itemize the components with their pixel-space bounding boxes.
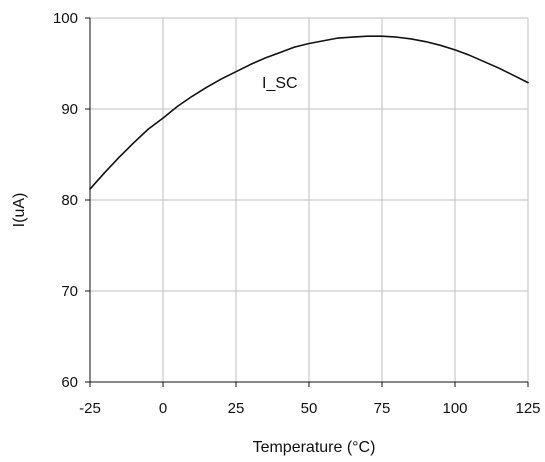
- y-tick-label: 90: [61, 101, 78, 118]
- y-axis-title: I(uA): [11, 193, 28, 228]
- x-tick-label: 100: [442, 400, 467, 417]
- y-tick-label: 80: [61, 192, 78, 209]
- series-layer: [89, 35, 529, 190]
- x-axis-title: Temperature (°C): [253, 439, 376, 456]
- y-tick-label: 60: [61, 374, 78, 391]
- x-tick-label: 0: [159, 400, 167, 417]
- x-tick-label: 25: [228, 400, 245, 417]
- series-annotation-label: I_SC: [262, 75, 298, 92]
- y-tick-label: 70: [61, 283, 78, 300]
- grid-layer: [89, 17, 529, 383]
- x-tick-label: -25: [79, 400, 101, 417]
- x-tick-label: 125: [515, 400, 540, 417]
- series-line: [89, 35, 529, 190]
- x-tick-label: 50: [301, 400, 318, 417]
- annotation-layer: I_SC: [262, 75, 298, 92]
- y-tick-label: 100: [53, 10, 78, 27]
- x-tick-label: 75: [374, 400, 391, 417]
- axis-layer: 60 70 80 90 100 -25 0 25 50 75 100 125: [53, 10, 541, 417]
